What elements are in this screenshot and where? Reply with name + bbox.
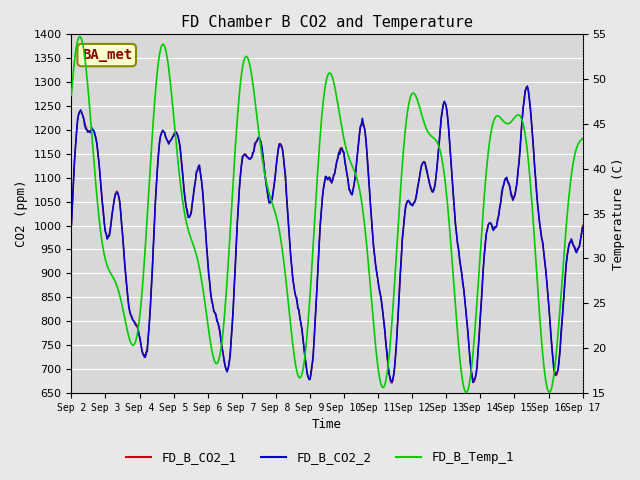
X-axis label: Time: Time [312,419,342,432]
Text: BA_met: BA_met [82,48,132,62]
Legend: FD_B_CO2_1, FD_B_CO2_2, FD_B_Temp_1: FD_B_CO2_1, FD_B_CO2_2, FD_B_Temp_1 [121,446,519,469]
Title: FD Chamber B CO2 and Temperature: FD Chamber B CO2 and Temperature [181,15,473,30]
Y-axis label: Temperature (C): Temperature (C) [612,157,625,270]
Y-axis label: CO2 (ppm): CO2 (ppm) [15,180,28,247]
